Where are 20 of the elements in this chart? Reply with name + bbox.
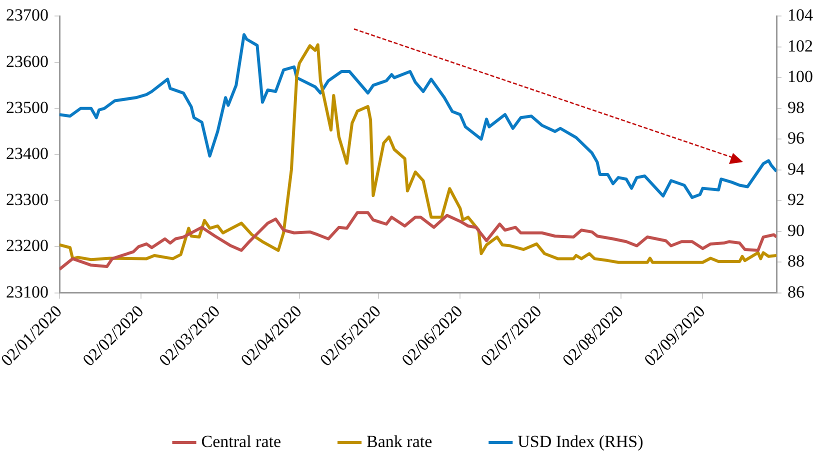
y2-tick-label: 96 xyxy=(788,128,804,148)
y-tick-label: 23600 xyxy=(6,52,48,71)
y-tick-label: 23400 xyxy=(6,144,48,163)
y-tick-label: 23100 xyxy=(6,282,48,302)
legend-label: USD Index (RHS) xyxy=(518,432,644,451)
y2-tick-label: 94 xyxy=(788,159,805,178)
y2-tick-label: 100 xyxy=(788,67,813,86)
y-tick-label: 23300 xyxy=(6,190,48,210)
y2-tick-label: 98 xyxy=(788,98,804,117)
y-tick-label: 23200 xyxy=(6,236,48,256)
legend-label: Central rate xyxy=(201,432,282,451)
y2-tick-label: 102 xyxy=(788,36,813,56)
y2-tick-label: 104 xyxy=(788,6,814,25)
legend-label: Bank rate xyxy=(366,432,432,451)
y2-tick-label: 92 xyxy=(788,190,804,210)
y2-tick-label: 88 xyxy=(788,252,804,271)
y-tick-label: 23700 xyxy=(6,6,48,25)
y-tick-label: 23500 xyxy=(6,98,48,117)
y2-tick-label: 90 xyxy=(788,220,804,240)
y2-tick-label: 86 xyxy=(788,282,804,302)
